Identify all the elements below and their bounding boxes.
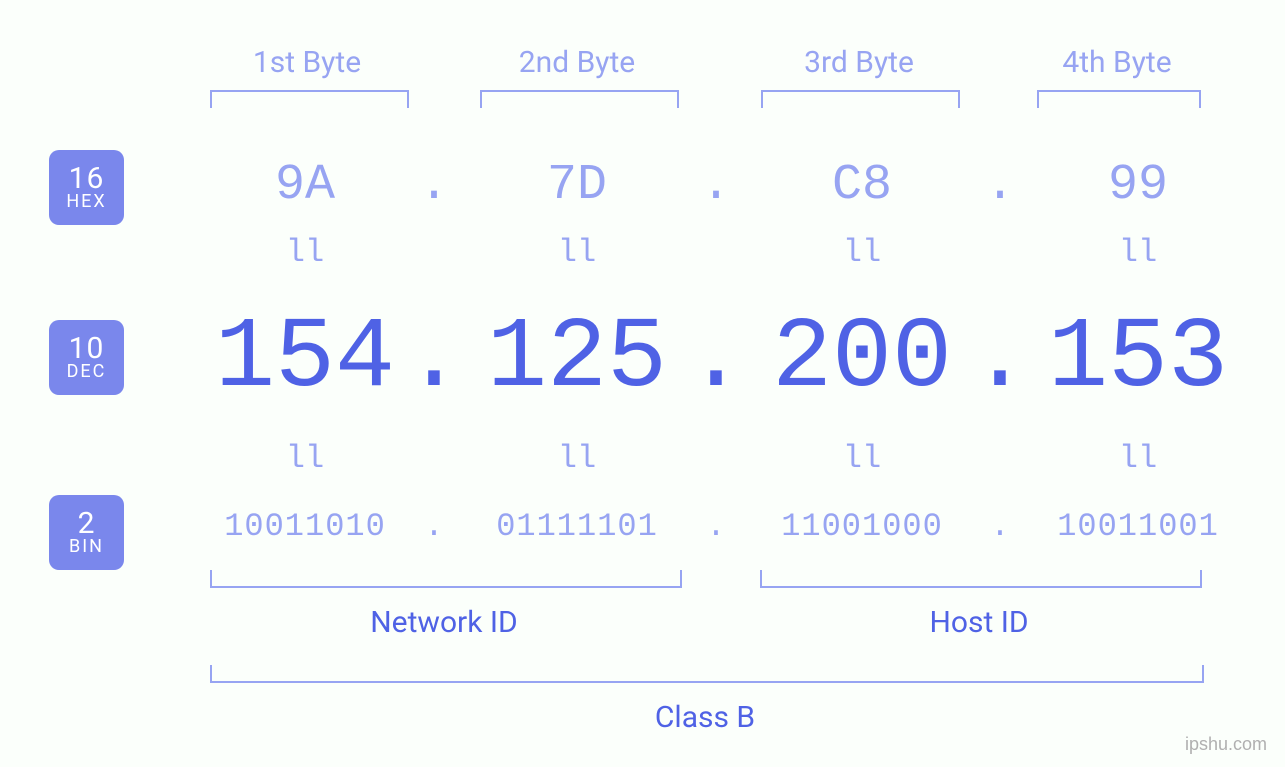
byte-header-4: 4th Byte — [1062, 45, 1171, 80]
eq-hex-dec-4: ll — [1119, 234, 1157, 271]
network-id-label: Network ID — [370, 605, 517, 640]
bin-byte-3: 11001000 — [781, 508, 943, 545]
byte-header-3: 3rd Byte — [804, 45, 914, 80]
eq-dec-bin-3: ll — [843, 440, 881, 477]
class-bracket — [210, 665, 1204, 683]
badge-dec: 10 DEC — [49, 320, 124, 395]
eq-hex-dec-1: ll — [286, 234, 324, 271]
dec-dot-1: . — [404, 310, 464, 410]
dec-dot-2: . — [686, 310, 746, 410]
hex-byte-1: 9A — [275, 157, 335, 214]
hex-byte-4: 99 — [1108, 157, 1168, 214]
hex-byte-3: C8 — [832, 157, 892, 214]
bin-dot-3: . — [990, 508, 1009, 545]
top-bracket-2 — [480, 90, 679, 108]
top-bracket-1 — [210, 90, 409, 108]
badge-hex: 16 HEX — [49, 150, 124, 225]
dec-byte-1: 154 — [215, 310, 395, 410]
dec-byte-4: 153 — [1048, 310, 1228, 410]
badge-bin: 2 BIN — [49, 495, 124, 570]
bin-byte-1: 10011010 — [224, 508, 386, 545]
host-bracket — [760, 570, 1202, 588]
eq-dec-bin-4: ll — [1119, 440, 1157, 477]
hex-dot-2: . — [701, 157, 731, 214]
dec-byte-3: 200 — [772, 310, 952, 410]
class-label: Class B — [655, 700, 755, 735]
host-id-label: Host ID — [929, 605, 1028, 640]
eq-hex-dec-3: ll — [843, 234, 881, 271]
hex-dot-1: . — [419, 157, 449, 214]
bin-byte-4: 10011001 — [1057, 508, 1219, 545]
bin-dot-2: . — [706, 508, 725, 545]
badge-hex-lbl: HEX — [66, 193, 106, 212]
top-bracket-3 — [761, 90, 960, 108]
top-bracket-4 — [1037, 90, 1201, 108]
bin-byte-2: 01111101 — [496, 508, 658, 545]
hex-dot-3: . — [985, 157, 1015, 214]
hex-byte-2: 7D — [547, 157, 607, 214]
byte-header-2: 2nd Byte — [519, 45, 635, 80]
ip-diagram: 16 HEX 10 DEC 2 BIN 1st Byte 2nd Byte 3r… — [0, 0, 1285, 767]
badge-dec-lbl: DEC — [67, 363, 107, 382]
bin-dot-1: . — [424, 508, 443, 545]
byte-header-1: 1st Byte — [253, 45, 361, 80]
badge-bin-lbl: BIN — [69, 538, 104, 557]
dec-byte-2: 125 — [487, 310, 667, 410]
eq-dec-bin-2: ll — [558, 440, 596, 477]
dec-dot-3: . — [970, 310, 1030, 410]
eq-dec-bin-1: ll — [286, 440, 324, 477]
network-bracket — [210, 570, 682, 588]
credit-text: ipshu.com — [1185, 734, 1267, 755]
eq-hex-dec-2: ll — [558, 234, 596, 271]
